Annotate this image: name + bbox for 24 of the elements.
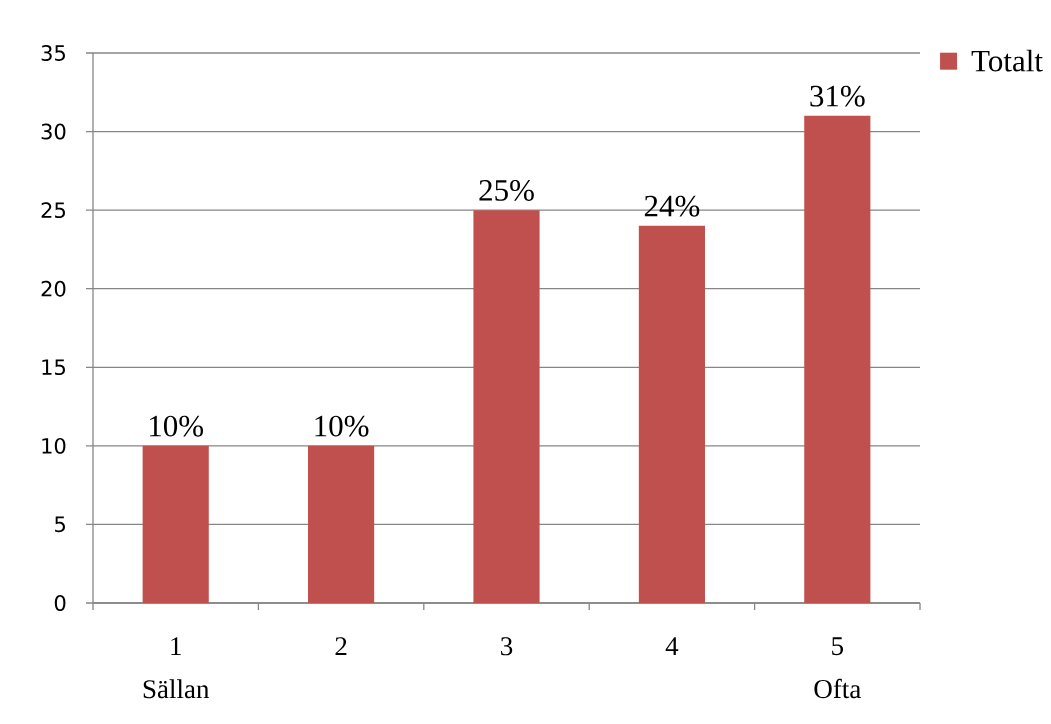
x-tick-label: 4 (665, 637, 679, 655)
bar (473, 210, 540, 603)
y-tick-label: 0 (54, 595, 66, 611)
y-tick-label: 5 (55, 516, 65, 533)
y-tick-label: 20 (41, 280, 66, 297)
legend-label: Totalt (971, 49, 1043, 72)
data-label: 10% (315, 415, 369, 437)
x-tick-label: 2 (335, 637, 347, 656)
bar (638, 225, 705, 603)
data-label: 31% (810, 85, 865, 107)
x-tick-label: 3 (501, 637, 513, 656)
bar (804, 115, 871, 603)
bar (142, 445, 209, 603)
y-tick-label: 15 (42, 359, 65, 376)
y-tick-label: 30 (41, 123, 66, 140)
x-tick-label: 1 Sällan (143, 637, 210, 699)
data-label: 25% (479, 179, 534, 201)
data-label: 10% (150, 415, 204, 437)
x-tick-label: 5 Ofta (814, 637, 861, 699)
y-tick-label: 35 (41, 45, 65, 61)
data-label: 24% (644, 195, 700, 217)
y-tick-label: 25 (41, 202, 65, 219)
y-tick-label: 10 (42, 437, 66, 454)
bar (308, 445, 375, 603)
